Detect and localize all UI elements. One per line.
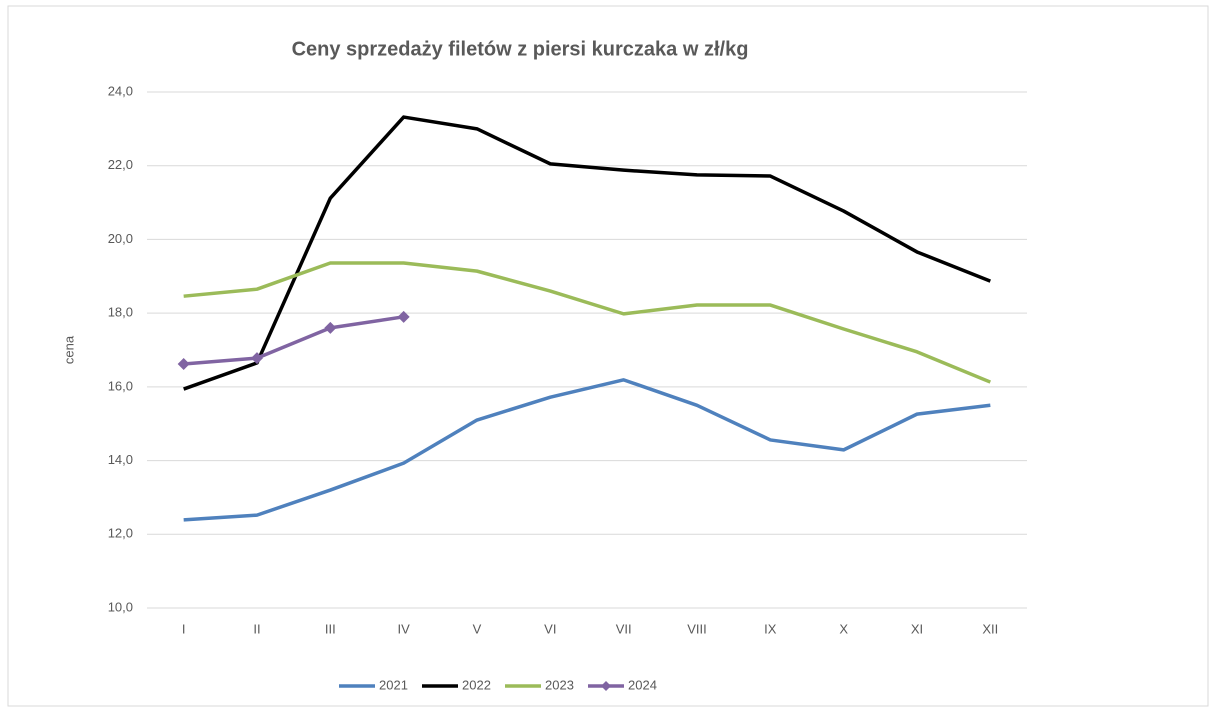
x-tick-label: VIII — [687, 621, 707, 636]
point-marker — [251, 352, 263, 365]
series-line — [183, 261, 991, 384]
x-tick-label: X — [839, 621, 848, 636]
x-tick-label: IX — [764, 621, 777, 636]
point-marker — [177, 358, 190, 371]
series-line — [183, 378, 991, 522]
legend-label: 2021 — [379, 677, 408, 692]
y-tick-label: 12,0 — [108, 526, 133, 541]
y-axis-label: cena — [61, 335, 76, 364]
x-tick-label: IV — [398, 621, 411, 636]
x-tick-label: XII — [982, 621, 998, 636]
point-marker — [397, 310, 410, 323]
x-tick-label: VII — [616, 621, 632, 636]
x-tick-label: I — [182, 621, 186, 636]
x-tick-label: V — [473, 621, 482, 636]
x-tick-label: III — [325, 621, 336, 636]
y-tick-label: 22,0 — [108, 157, 133, 172]
chart-frame — [7, 5, 1209, 707]
x-tick-label: VI — [544, 621, 556, 636]
chart-title: Ceny sprzedaży filetów z piersi kurczaka… — [292, 38, 749, 60]
y-tick-label: 10,0 — [108, 599, 133, 614]
legend-label: 2023 — [545, 677, 574, 692]
y-tick-label: 20,0 — [108, 231, 133, 246]
y-tick-label: 14,0 — [108, 452, 133, 467]
x-tick-label: II — [253, 621, 260, 636]
y-tick-label: 18,0 — [108, 305, 133, 320]
legend-label: 2024 — [628, 677, 657, 692]
series-line — [183, 115, 991, 391]
point-marker — [324, 321, 337, 334]
x-tick-label: XI — [911, 621, 923, 636]
y-tick-label: 16,0 — [108, 378, 133, 393]
y-tick-label: 24,0 — [108, 83, 133, 98]
legend-marker — [601, 681, 611, 691]
legend-label: 2022 — [462, 677, 491, 692]
series-line — [183, 315, 404, 366]
